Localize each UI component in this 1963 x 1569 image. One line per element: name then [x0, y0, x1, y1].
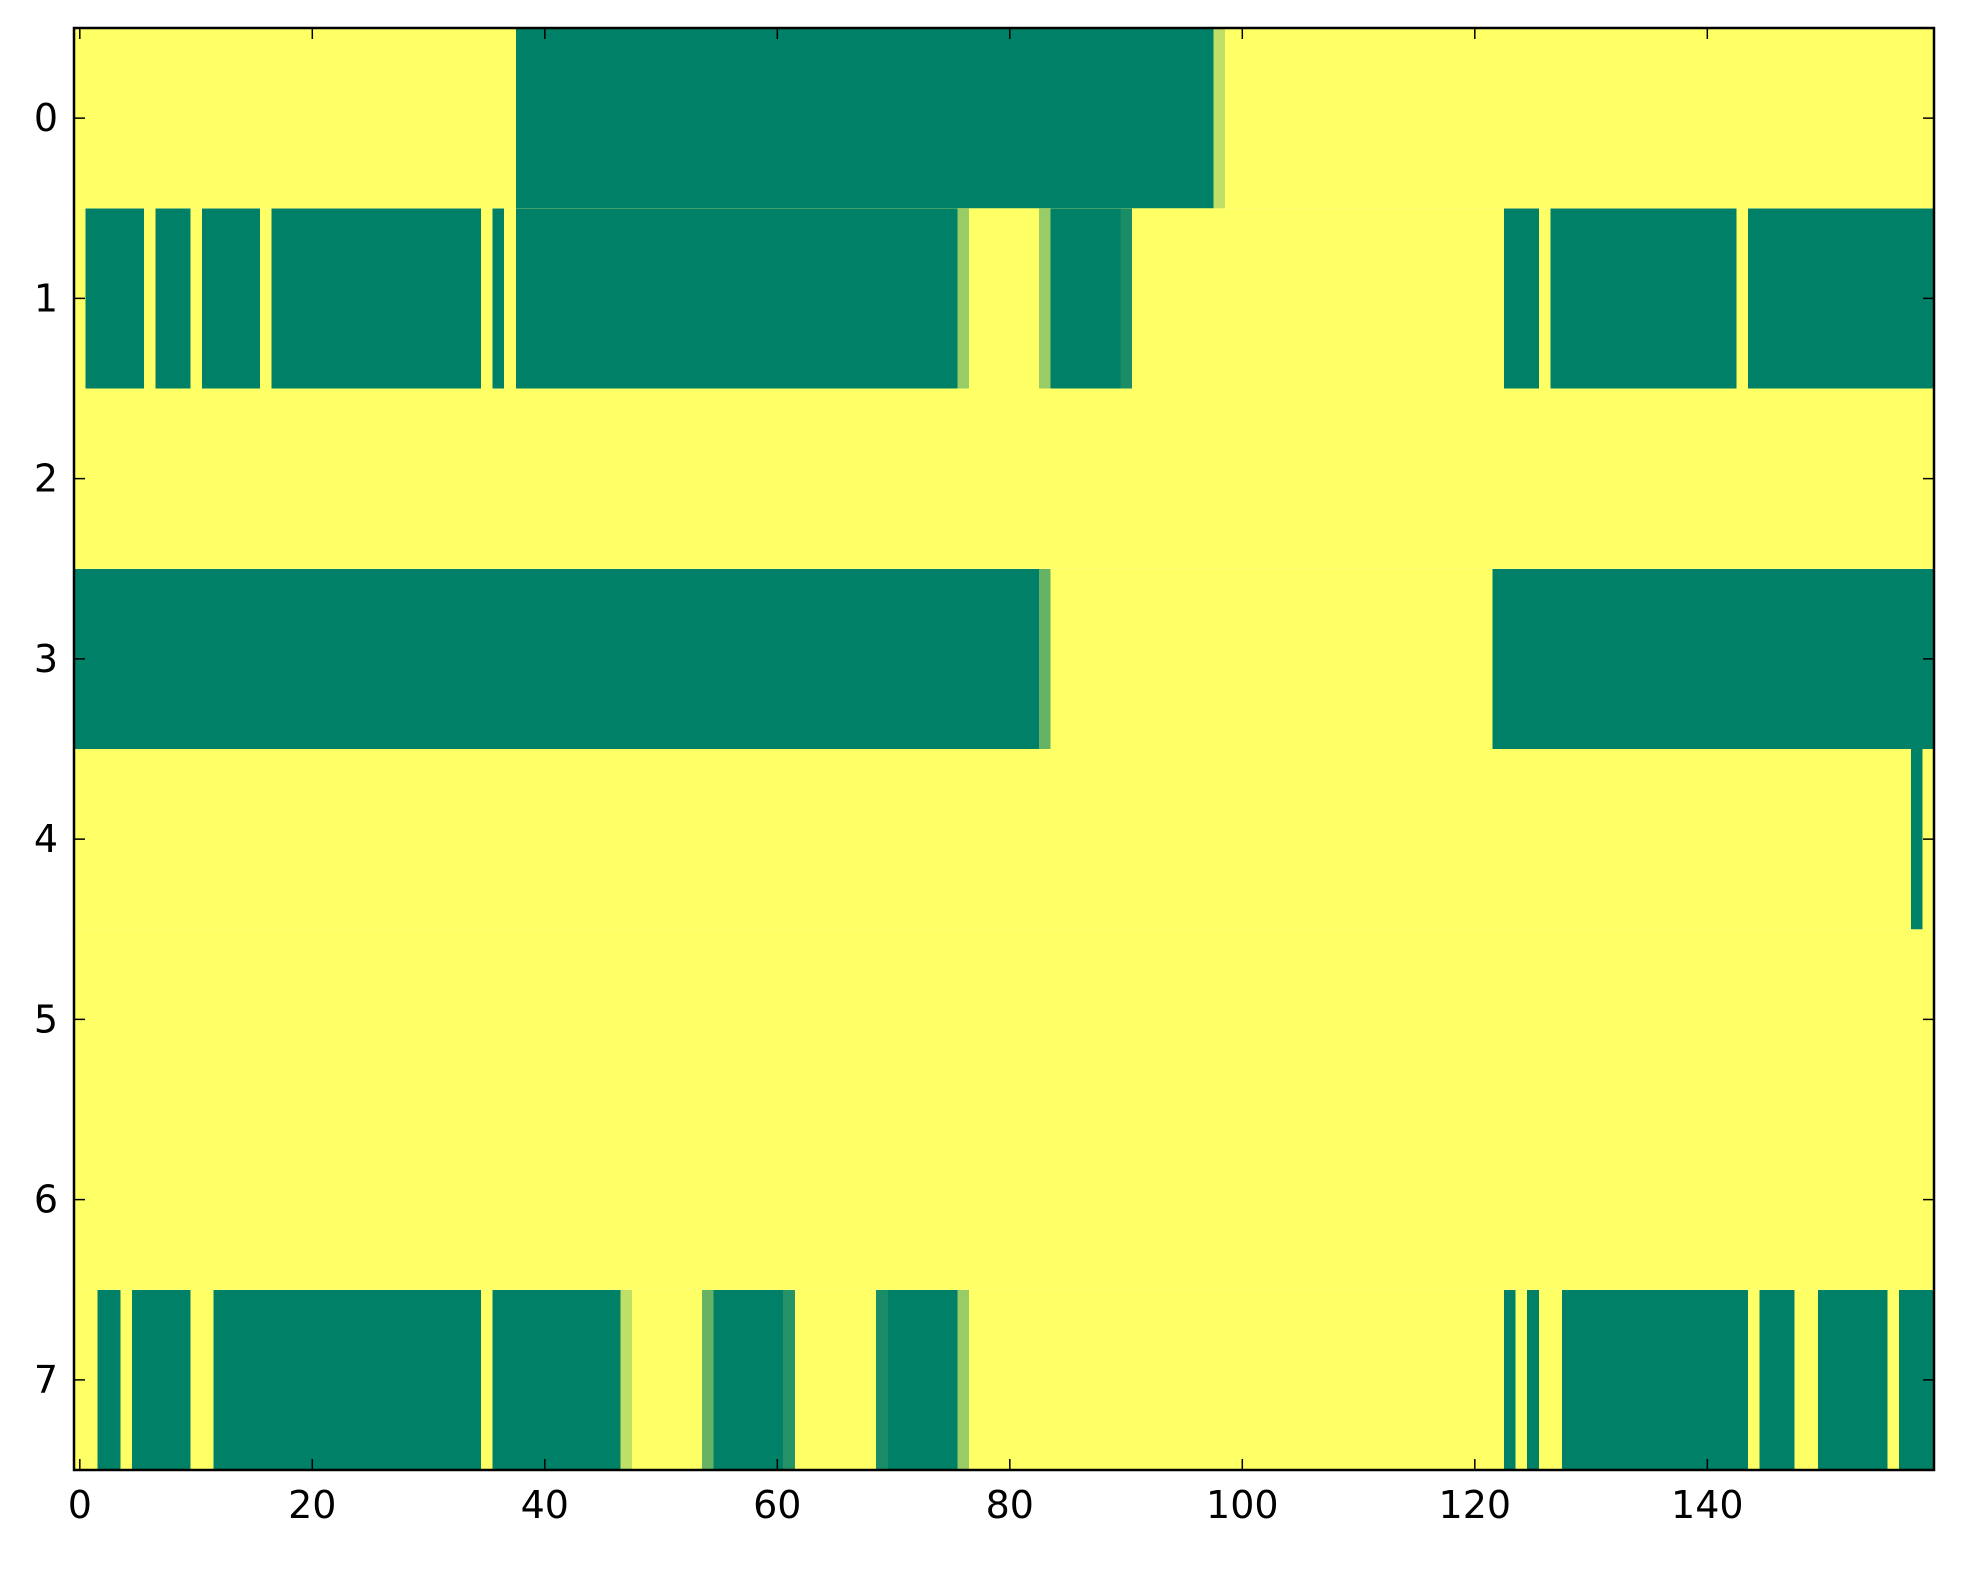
heatmap-cell-run — [1120, 208, 1132, 389]
y-tick-label: 3 — [34, 637, 58, 681]
heatmap-cell-run — [1748, 208, 1934, 389]
axis-ticks — [74, 28, 1934, 1470]
heatmap-cell-run — [85, 208, 144, 389]
heatmap-cell-run — [876, 1289, 888, 1470]
x-tick-label: 20 — [288, 1483, 336, 1527]
heatmap-cell-run — [155, 208, 191, 389]
heatmap-cell-run — [1038, 208, 1051, 389]
heatmap-cells — [74, 28, 1934, 1470]
heatmap-cell-run — [132, 1289, 191, 1470]
heatmap-cell-run — [515, 208, 958, 389]
heatmap-cell-run — [492, 208, 505, 389]
y-tick-label: 4 — [34, 817, 58, 861]
heatmap-cell-run — [97, 1289, 121, 1470]
heatmap-cell-run — [1562, 1289, 1748, 1470]
heatmap-cell-run — [713, 1289, 784, 1470]
x-tick-label: 120 — [1439, 1483, 1512, 1527]
heatmap-cell-run — [1038, 568, 1051, 749]
x-tick-label: 100 — [1206, 1483, 1279, 1527]
y-tick-label: 2 — [34, 457, 58, 501]
heatmap-cell-run — [213, 1289, 481, 1470]
heatmap-cell-run — [1550, 208, 1737, 389]
y-tick-label: 0 — [34, 96, 58, 140]
heatmap-cell-run — [887, 1289, 958, 1470]
heatmap-cell-run — [783, 1289, 795, 1470]
heatmap-row-2 — [74, 388, 1934, 569]
heatmap-cell-run — [1503, 208, 1539, 389]
x-tick-label: 80 — [986, 1483, 1034, 1527]
x-tick-label: 40 — [521, 1483, 569, 1527]
y-tick-label: 6 — [34, 1178, 58, 1222]
heatmap-cell-run — [74, 568, 1039, 749]
heatmap-row-4 — [74, 749, 1934, 930]
heatmap-cell-run — [701, 1289, 714, 1470]
y-tick-label: 7 — [34, 1358, 58, 1402]
heatmap-cell-run — [1213, 28, 1225, 209]
plot-frame — [72, 26, 1936, 1472]
x-tick-label: 60 — [753, 1483, 801, 1527]
heatmap-cell-run — [271, 208, 481, 389]
heatmap-cell-run — [957, 1289, 970, 1470]
heatmap-cell-run — [1759, 1289, 1795, 1470]
heatmap-row-6 — [74, 1109, 1934, 1290]
heatmap-cell-run — [1050, 208, 1121, 389]
heatmap-cell-run — [957, 208, 970, 389]
heatmap-cell-run — [1817, 1289, 1888, 1470]
heatmap-cell-run — [515, 28, 1214, 209]
y-tick-label: 1 — [34, 276, 58, 320]
heatmap-cell-run — [492, 1289, 621, 1470]
y-tick-label: 5 — [34, 997, 58, 1041]
heatmap-row-5 — [74, 929, 1934, 1110]
heatmap-cell-run — [1910, 749, 1923, 930]
heatmap-cell-run — [1527, 1289, 1539, 1470]
x-tick-label: 0 — [68, 1483, 92, 1527]
heatmap-cell-run — [620, 1289, 632, 1470]
x-tick-label: 140 — [1671, 1483, 1744, 1527]
heatmap-cell-run — [1492, 568, 1934, 749]
heatmap-cell-run — [1503, 1289, 1516, 1470]
heatmap-cell-run — [201, 208, 260, 389]
tick-labels: 0 20 40 60 80 100 120 140 0 1 2 3 4 5 6 7 — [34, 96, 1744, 1527]
